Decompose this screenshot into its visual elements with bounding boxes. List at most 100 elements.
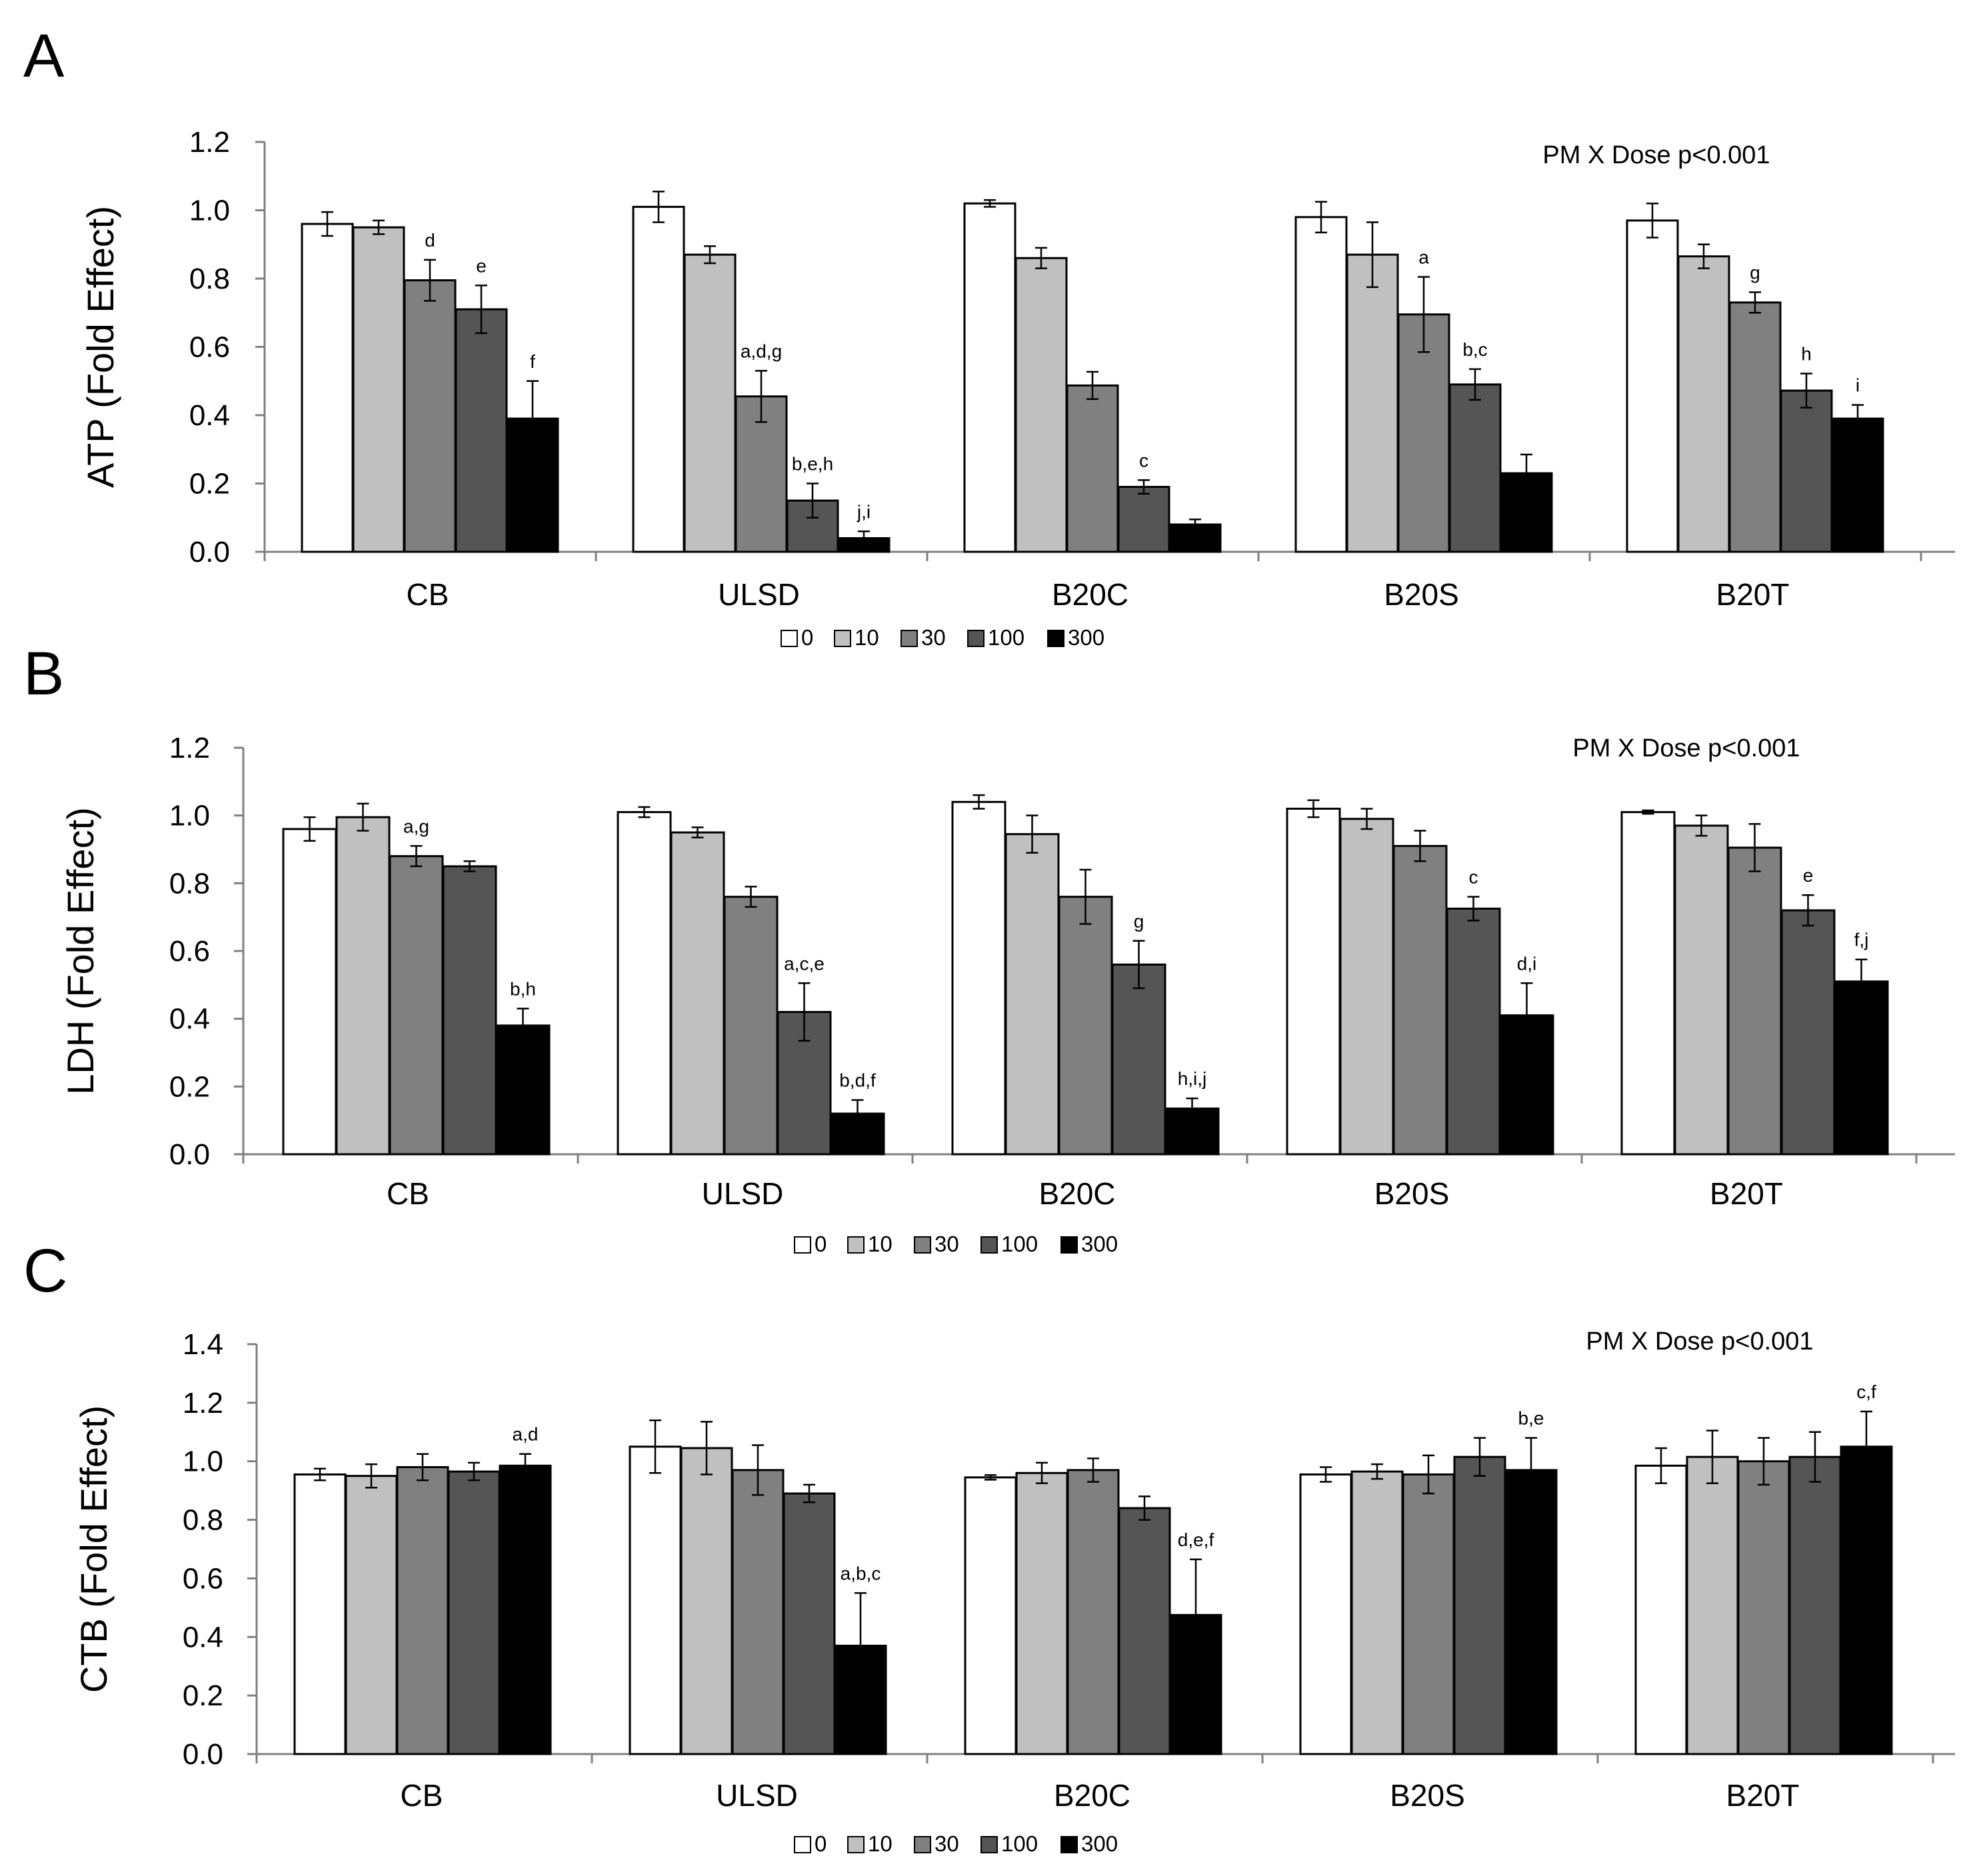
category-label: B20S bbox=[1374, 1176, 1450, 1211]
legend-swatch-300 bbox=[1060, 1236, 1078, 1254]
bar-b20s-0 bbox=[1286, 808, 1341, 1156]
bar-ulsd-30 bbox=[723, 896, 779, 1156]
y-tick-label: 0.8 bbox=[189, 263, 230, 295]
category-label: B20C bbox=[1052, 577, 1128, 612]
stats-note: PM X Dose p<0.001 bbox=[1586, 1328, 1813, 1356]
bar-ulsd-30 bbox=[731, 1469, 785, 1755]
bar-b20s-0 bbox=[1299, 1473, 1352, 1755]
legend-label: 30 bbox=[935, 1831, 959, 1856]
bar-b20t-300 bbox=[1831, 417, 1884, 553]
y-tick-label: 0.6 bbox=[169, 935, 210, 968]
bar-cb-0 bbox=[282, 828, 337, 1156]
bar-b20s-0 bbox=[1294, 216, 1348, 553]
significance-label: g bbox=[1750, 263, 1760, 283]
bar-b20c-100 bbox=[1111, 963, 1166, 1156]
significance-label: c bbox=[1469, 867, 1478, 888]
significance-label: d bbox=[425, 230, 435, 251]
category-label: B20S bbox=[1390, 1778, 1465, 1813]
y-tick-label: 1.4 bbox=[183, 1328, 223, 1361]
chart-panel-a: A 0.0 0.2 0.4 0.6 0.8 1.0 1.2 ATP (Fold Effect) P… bbox=[23, 22, 1955, 650]
legend-label: 300 bbox=[1068, 625, 1104, 650]
bar-cb-0 bbox=[293, 1473, 347, 1755]
significance-label: c,f bbox=[1856, 1382, 1876, 1402]
legend-swatch-0 bbox=[781, 630, 798, 647]
significance-label: a bbox=[1418, 247, 1429, 267]
bar-b20s-10 bbox=[1346, 253, 1399, 553]
significance-label: f bbox=[530, 351, 535, 372]
bar-cb-30 bbox=[403, 279, 457, 553]
bar-b20c-30 bbox=[1058, 896, 1113, 1156]
significance-label: h bbox=[1801, 343, 1812, 364]
bar-ulsd-0 bbox=[629, 1445, 682, 1755]
bar-cb-300 bbox=[495, 1024, 551, 1156]
bar-b20s-100 bbox=[1453, 1455, 1506, 1755]
bar-b20t-10 bbox=[1677, 255, 1730, 553]
y-tick-label: 1.0 bbox=[183, 1445, 223, 1478]
legend-label: 0 bbox=[815, 1831, 827, 1856]
bar-b20c-0 bbox=[963, 202, 1016, 553]
significance-label: e bbox=[1803, 865, 1814, 886]
legend-swatch-10 bbox=[847, 1836, 865, 1853]
bar-ulsd-100 bbox=[783, 1492, 836, 1755]
bar-cb-10 bbox=[335, 816, 391, 1156]
y-tick-label: 1.2 bbox=[189, 126, 230, 159]
legend-swatch-100 bbox=[980, 1836, 998, 1853]
significance-label: b,d,f bbox=[839, 1070, 876, 1091]
panel-letter: C bbox=[23, 1237, 67, 1305]
y-tick-label: 0.8 bbox=[183, 1504, 223, 1537]
bar-ulsd-0 bbox=[632, 205, 685, 553]
legend-label: 10 bbox=[855, 625, 879, 650]
bar-cb-30 bbox=[389, 855, 444, 1156]
bar-b20s-30 bbox=[1392, 844, 1448, 1156]
bar-ulsd-10 bbox=[670, 831, 725, 1156]
legend-label: 100 bbox=[1001, 1232, 1038, 1256]
category-label: B20T bbox=[1710, 1176, 1783, 1211]
y-tick-label: 0.2 bbox=[169, 1070, 210, 1103]
bar-cb-0 bbox=[301, 223, 354, 553]
legend-label: 30 bbox=[935, 1232, 959, 1256]
y-tick-label: 0.4 bbox=[183, 1621, 223, 1653]
y-tick-label: 0.8 bbox=[169, 867, 210, 900]
category-label: CB bbox=[387, 1176, 429, 1211]
legend-swatch-100 bbox=[967, 630, 984, 647]
legend-label: 0 bbox=[801, 625, 813, 650]
bar-b20c-100 bbox=[1117, 486, 1170, 553]
significance-label: b,e bbox=[1518, 1408, 1544, 1429]
bar-b20t-300 bbox=[1834, 980, 1889, 1156]
bar-b20t-100 bbox=[1780, 909, 1836, 1156]
bar-b20c-0 bbox=[964, 1476, 1017, 1755]
bar-b20s-30 bbox=[1402, 1473, 1455, 1755]
y-tick-label: 0.0 bbox=[189, 536, 230, 568]
bar-b20s-10 bbox=[1350, 1470, 1404, 1755]
bar-b20t-30 bbox=[1728, 301, 1782, 553]
bar-b20s-30 bbox=[1397, 313, 1450, 553]
y-tick-label: 1.2 bbox=[183, 1387, 223, 1419]
bar-b20s-100 bbox=[1446, 907, 1501, 1156]
significance-label: e bbox=[476, 255, 487, 276]
category-label: CB bbox=[407, 577, 449, 612]
category-label: B20C bbox=[1054, 1778, 1130, 1813]
bar-b20t-30 bbox=[1737, 1460, 1790, 1755]
y-axis-label: ATP (Fold Effect) bbox=[79, 206, 121, 488]
panel-letter: B bbox=[23, 640, 64, 708]
bar-b20s-100 bbox=[1448, 383, 1502, 553]
category-label: CB bbox=[401, 1778, 443, 1813]
category-label: B20C bbox=[1038, 1176, 1115, 1211]
significance-label: c bbox=[1139, 450, 1148, 470]
bar-cb-100 bbox=[455, 308, 508, 553]
legend-swatch-300 bbox=[1060, 1836, 1078, 1853]
bar-b20t-30 bbox=[1727, 846, 1782, 1156]
legend-swatch-10 bbox=[847, 1236, 865, 1254]
bar-cb-300 bbox=[499, 1464, 552, 1755]
legend-swatch-30 bbox=[914, 1236, 931, 1254]
y-tick-label: 0.6 bbox=[183, 1562, 223, 1595]
bar-b20t-0 bbox=[1620, 811, 1676, 1156]
significance-label: a,b,c bbox=[841, 1563, 881, 1583]
y-tick-label: 0.2 bbox=[183, 1679, 223, 1712]
bar-cb-10 bbox=[345, 1475, 398, 1755]
y-axis-label: CTB (Fold Effect) bbox=[73, 1406, 115, 1693]
stats-note: PM X Dose p<0.001 bbox=[1572, 734, 1800, 762]
significance-label: i bbox=[1856, 375, 1860, 396]
significance-label: g bbox=[1134, 911, 1144, 932]
bar-b20t-10 bbox=[1686, 1455, 1739, 1755]
